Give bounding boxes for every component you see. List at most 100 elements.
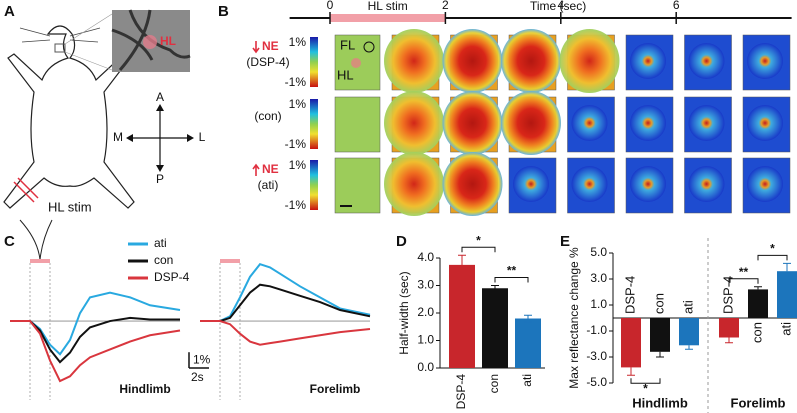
colorbar-label: -1% [285, 137, 307, 151]
y-tick-label: -3.0 [586, 349, 607, 363]
trace-title: Hindlimb [119, 382, 170, 396]
panel-label: E [560, 233, 570, 250]
y-axis-label: Max reflectance change % [567, 247, 581, 389]
legend-label: DSP-4 [154, 270, 190, 284]
frame-map [630, 43, 666, 79]
error-bar [685, 345, 693, 350]
panel-label: D [396, 233, 407, 250]
row-condition: (ati) [258, 178, 279, 192]
frame-map [384, 152, 444, 216]
error-bar [627, 367, 635, 376]
bar [621, 318, 641, 368]
error-bar [725, 337, 733, 344]
y-axis-label: Half-width (sec) [397, 271, 411, 354]
compass-label: A [156, 90, 164, 104]
map-label: HL [337, 67, 354, 82]
bar-category: DSP-4 [622, 276, 637, 314]
compass-label: M [113, 130, 123, 144]
bar-category: con [651, 293, 666, 314]
bar [777, 271, 797, 318]
frame-map [688, 43, 725, 79]
panel-label: B [218, 3, 229, 20]
sig-bracket [494, 277, 529, 283]
frame-map [747, 166, 783, 202]
trace [200, 283, 371, 323]
compass [130, 108, 190, 168]
colorbar [310, 37, 318, 87]
frame-map [747, 43, 783, 79]
y-tick-label: 5.0 [590, 245, 607, 259]
frame-map [442, 152, 503, 216]
frame-map [384, 91, 444, 155]
y-tick-label: 1.0 [590, 297, 607, 311]
error-bar [656, 351, 664, 358]
bar [482, 288, 508, 368]
bar-category: ati [778, 322, 793, 336]
inset-link [64, 13, 113, 45]
colorbar [310, 160, 318, 210]
sig-bracket [461, 246, 496, 253]
time-axis-title: Time (sec) [530, 0, 586, 13]
colorbar-label: 1% [289, 35, 307, 49]
hl-roi [351, 58, 361, 68]
compass-label: P [156, 172, 164, 186]
inset-vessels [111, 9, 191, 71]
bar [719, 318, 739, 338]
trace [10, 320, 181, 383]
x-tick-label: DSP-4 [454, 374, 468, 410]
row-label: NE [262, 39, 279, 53]
stim-label: HL stim [368, 0, 408, 13]
trace [200, 320, 371, 346]
trace [10, 291, 181, 356]
bar-category: ati [680, 300, 695, 314]
group-label: Hindlimb [632, 395, 688, 410]
whiskers [19, 27, 101, 43]
y-tick-label: 2.0 [417, 305, 434, 319]
colorbar-label: 1% [289, 97, 307, 111]
colorbar-label: -1% [285, 198, 307, 212]
panel-a: A HL A P M L HL stim [3, 3, 206, 261]
mouse-outline [3, 25, 135, 209]
row-arrow [252, 163, 260, 176]
bar [650, 318, 670, 352]
row-condition: (DSP-4) [246, 55, 289, 69]
sig-label: ** [507, 264, 517, 278]
x-tick-label: con [487, 374, 501, 393]
error-bar [524, 314, 532, 323]
colorbar [310, 99, 318, 149]
stim-label: HL stim [48, 199, 92, 214]
trace [10, 316, 180, 364]
frame-map [630, 105, 666, 141]
row-condition: (con) [254, 109, 281, 123]
legend-label: ati [154, 236, 167, 250]
fl-roi [363, 41, 375, 53]
trace-title: Forelimb [310, 382, 361, 396]
baseline-frame [334, 96, 381, 153]
bar [748, 289, 768, 318]
sig-bracket [630, 378, 661, 384]
sig-bracket [757, 254, 788, 261]
frame-map [384, 29, 444, 93]
frame-map [571, 166, 608, 202]
bar [515, 318, 541, 368]
stim-bar [220, 259, 240, 263]
inset-link [64, 51, 113, 71]
frame-map [688, 166, 725, 202]
window [54, 43, 66, 53]
frame-map [442, 91, 503, 155]
frame-map [442, 29, 503, 93]
scale-bar-label: 1% [193, 352, 211, 366]
stim-bar [330, 14, 446, 22]
sig-label: ** [739, 265, 749, 279]
frame-map [513, 166, 549, 202]
bar-category: con [749, 322, 764, 343]
sig-bracket [728, 278, 759, 284]
y-tick-label: -5.0 [586, 375, 607, 389]
baseline-frame [334, 157, 381, 214]
y-tick-label: 1.0 [417, 333, 434, 347]
panel-label: C [4, 233, 15, 250]
y-tick-label: 3.0 [417, 278, 434, 292]
frame-map [630, 166, 666, 202]
frame-map [559, 29, 620, 93]
